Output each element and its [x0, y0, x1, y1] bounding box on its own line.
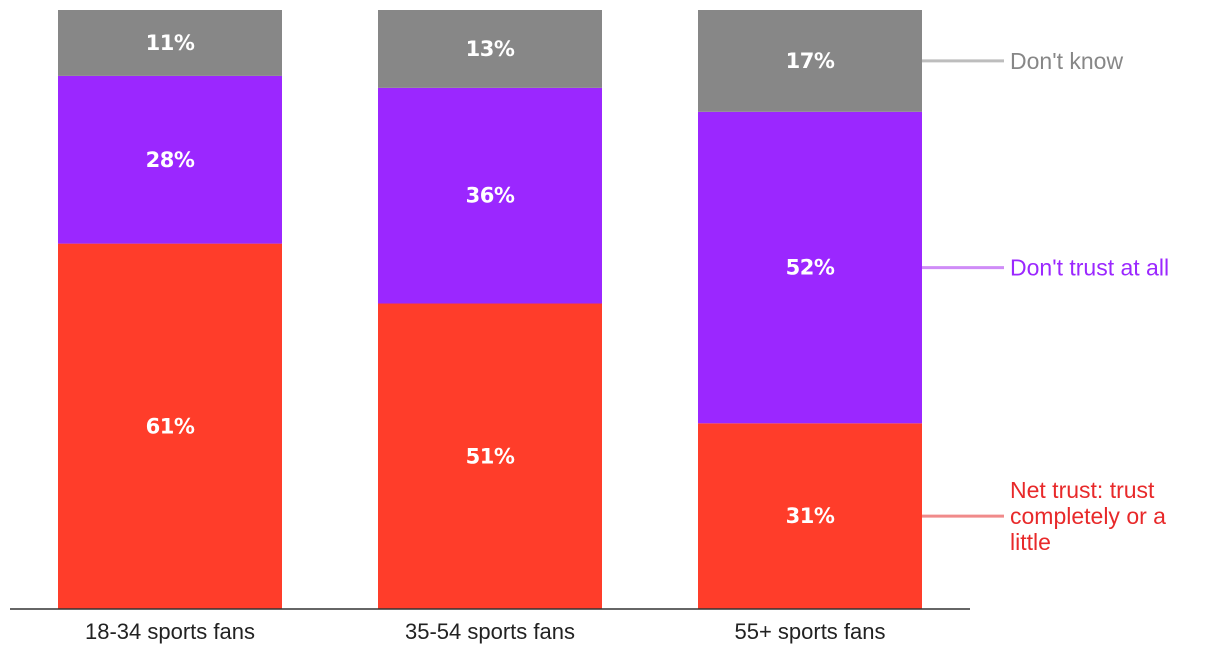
category-label: 18-34 sports fans — [85, 619, 255, 644]
category-labels: 18-34 sports fans 35-54 sports fans 55+ sp… — [85, 619, 886, 644]
data-label: 61% — [146, 414, 195, 438]
legend-entry: Don't know — [1010, 48, 1123, 74]
data-label: 36% — [466, 184, 515, 208]
bars-layer: 61% 28% 11% 51% 36% 13% 31% 52% 17% — [58, 10, 922, 610]
data-label: 52% — [786, 256, 835, 280]
data-label: 51% — [466, 444, 515, 468]
bar-segment — [698, 111, 922, 424]
data-label: 13% — [466, 37, 515, 61]
data-label: 28% — [146, 148, 195, 172]
bar-segment — [698, 10, 922, 112]
bar-segment — [58, 10, 282, 76]
data-label: 17% — [786, 49, 835, 73]
data-label: 11% — [146, 31, 195, 55]
legend-entry: Net trust: trust — [1010, 477, 1155, 503]
bar-segment — [698, 423, 922, 609]
category-label: 35-54 sports fans — [405, 619, 575, 644]
legend-entry: Don't trust at all — [1010, 255, 1169, 281]
legend-entry: completely or a — [1010, 503, 1166, 529]
bar-segment — [58, 243, 282, 610]
bar-segment — [378, 303, 602, 609]
bar-segment — [378, 87, 602, 304]
data-label: 31% — [786, 504, 835, 528]
category-label: 55+ sports fans — [734, 619, 885, 644]
bar-segment — [58, 75, 282, 244]
legend-entry: little — [1010, 529, 1051, 555]
bar-segment — [378, 10, 602, 88]
